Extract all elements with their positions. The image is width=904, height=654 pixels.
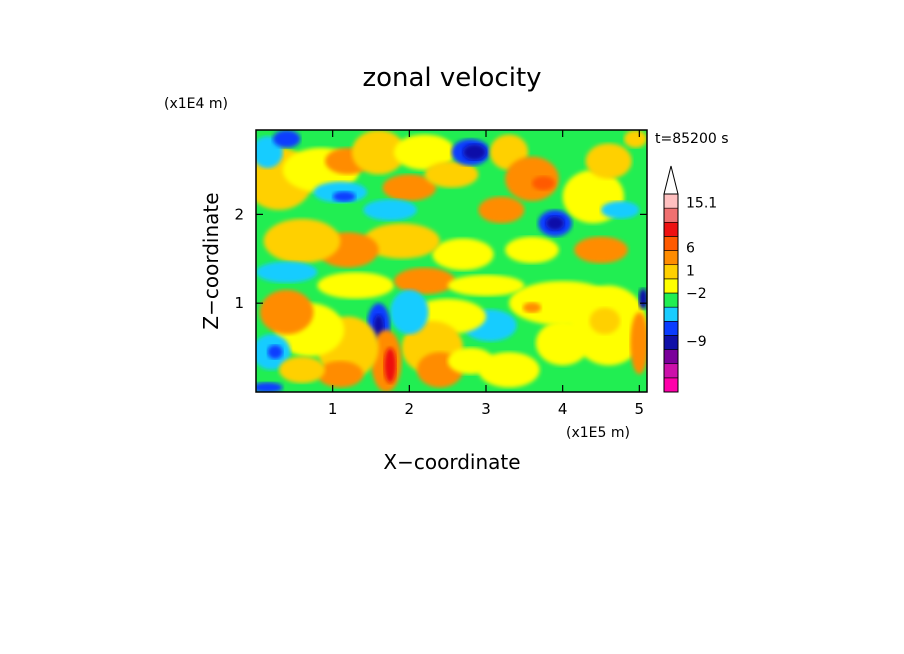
contour-region-48	[384, 347, 397, 384]
colorbar-swatch-2	[663, 349, 679, 365]
field-contours	[256, 130, 647, 392]
contour-region-25	[432, 238, 494, 271]
time-label: t=85200 s	[655, 131, 729, 147]
colorbar-label: 15.1	[686, 195, 717, 211]
x-axis-label: X−coordinate	[383, 450, 520, 474]
contour-region-55	[279, 356, 325, 384]
contour-region-32	[447, 274, 525, 297]
colorbar-swatch-8	[663, 264, 679, 280]
colorbar-swatch-3	[663, 335, 679, 350]
contour-region-44	[390, 289, 429, 335]
contour-region-23	[574, 236, 628, 264]
x-tick-label: 5	[635, 400, 645, 418]
x-unit-label: (x1E5 m)	[566, 425, 630, 441]
contour-region-43	[447, 347, 494, 375]
contour-region-10	[363, 199, 417, 221]
plot-frame	[255, 129, 648, 393]
colorbar-swatch-5	[663, 306, 679, 322]
contour-region-38	[522, 302, 542, 313]
colorbar-label: −9	[686, 334, 707, 350]
colorbar-label: 6	[686, 241, 695, 257]
contour-region-37	[478, 352, 540, 388]
colorbar-swatch-4	[663, 320, 679, 336]
colorbar-swatch-13	[663, 193, 679, 209]
contour-region-36	[535, 320, 590, 366]
colorbar-label: 1	[686, 263, 695, 279]
contour-region-30	[317, 272, 394, 299]
y-axis-label: Z−coordinate	[199, 192, 223, 329]
contour-region-21	[585, 143, 632, 179]
colorbar-swatch-7	[663, 278, 679, 294]
contour-region-19	[545, 216, 565, 231]
colorbar-overflow-triangle	[663, 165, 679, 195]
contour-region-59	[624, 130, 647, 148]
colorbar-frame	[663, 193, 679, 393]
contour-region-22	[601, 201, 640, 219]
contour-region-17	[478, 196, 525, 224]
colorbar-swatch-6	[663, 292, 679, 308]
colorbar-swatch-10	[663, 236, 679, 251]
colorbar-label: −2	[686, 286, 707, 302]
contour-region-56	[256, 382, 283, 392]
contour-region-8	[394, 134, 456, 170]
colorbar-swatch-12	[663, 207, 679, 223]
contour-region-58	[638, 288, 647, 310]
contour-region-11	[424, 161, 479, 188]
y-tick-label: 1	[234, 294, 244, 312]
contour-region-31	[394, 267, 456, 295]
x-tick-label: 4	[558, 400, 568, 418]
contour-region-57	[630, 312, 647, 375]
contour-region-13	[463, 144, 486, 161]
x-tick-label: 2	[405, 400, 415, 418]
contour-region-24	[505, 236, 559, 264]
y-tick-label: 2	[234, 205, 244, 223]
contour-region-16	[532, 176, 555, 191]
contour-region-29	[256, 261, 318, 283]
colorbar-swatch-0	[663, 377, 679, 393]
contour-region-7	[351, 130, 406, 175]
contour-region-35	[589, 307, 621, 335]
colorbar-swatch-1	[663, 363, 679, 379]
x-axis-ticks: 1 2 3 4 5	[328, 130, 644, 418]
contour-region-26	[363, 223, 440, 259]
contour-region-52	[259, 289, 314, 335]
y-unit-label: (x1E4 m)	[164, 96, 228, 112]
chart-title: zonal velocity	[362, 63, 541, 93]
colorbar: 15.1 6 1 −2 −9	[663, 165, 717, 393]
x-tick-label: 1	[328, 400, 338, 418]
contour-region-54	[267, 344, 283, 360]
contour-region-50	[317, 360, 364, 388]
colorbar-swatch-11	[663, 221, 679, 237]
contour-region-2	[272, 130, 301, 148]
colorbar-swatch-9	[663, 250, 679, 266]
contour-region-9	[382, 174, 437, 202]
x-tick-label: 3	[481, 400, 491, 418]
contour-region-28	[263, 218, 341, 264]
y-axis-ticks: 12	[234, 205, 647, 312]
contour-region-6	[332, 191, 356, 202]
